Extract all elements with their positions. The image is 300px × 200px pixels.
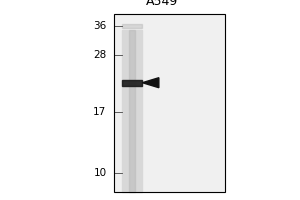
Bar — [122, 30, 142, 192]
Polygon shape — [142, 78, 159, 88]
Text: 28: 28 — [93, 50, 106, 60]
Bar — [129, 30, 135, 192]
Bar — [114, 14, 225, 192]
Bar — [122, 24, 142, 28]
Text: A549: A549 — [146, 0, 178, 8]
Text: 17: 17 — [93, 107, 106, 117]
Bar — [122, 80, 142, 86]
Text: 10: 10 — [93, 168, 106, 178]
Text: 36: 36 — [93, 21, 106, 31]
Bar — [114, 14, 225, 192]
